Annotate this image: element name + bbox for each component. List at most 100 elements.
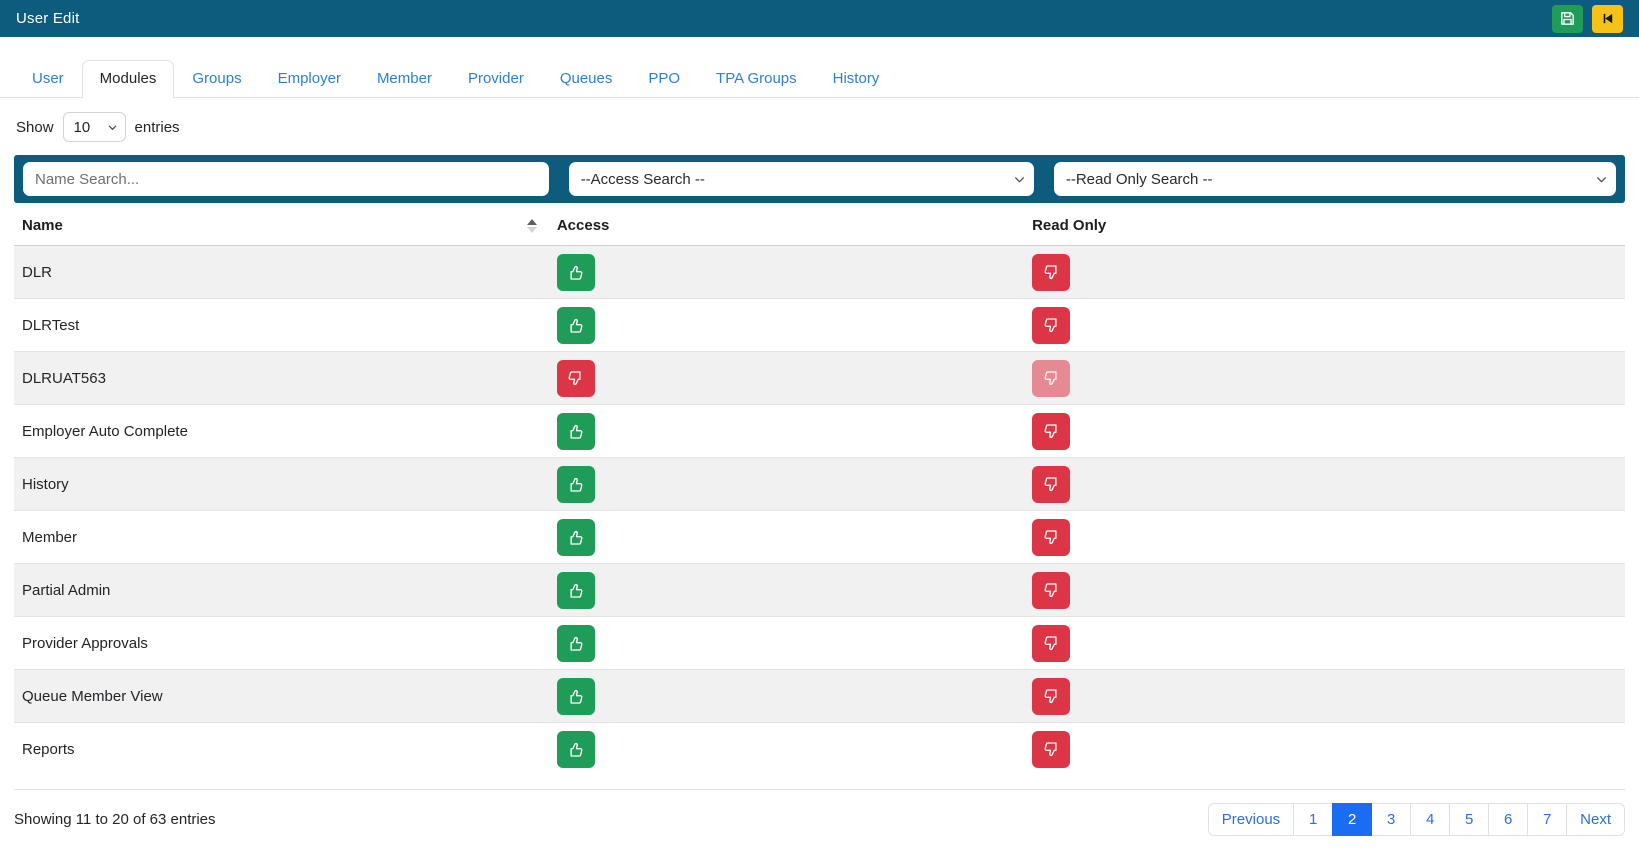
table-row: Member <box>14 511 1625 564</box>
module-name: Member <box>14 511 549 564</box>
read-only-toggle-button[interactable] <box>1032 413 1070 450</box>
read-only-toggle-button[interactable] <box>1032 625 1070 662</box>
thumbs-down-icon <box>566 369 585 388</box>
access-toggle-button[interactable] <box>557 360 595 397</box>
modules-table: Name Access Read Only DLRDLRTestDLRUAT56… <box>14 204 1625 776</box>
save-button[interactable] <box>1552 5 1583 33</box>
read-only-toggle-button[interactable] <box>1032 572 1070 609</box>
thumbs-down-icon <box>1042 528 1061 547</box>
tab-groups[interactable]: Groups <box>174 60 259 98</box>
read-only-toggle-button[interactable] <box>1032 519 1070 556</box>
read-only-search-select[interactable]: --Read Only Search -- <box>1054 162 1616 196</box>
thumbs-up-icon <box>566 422 585 441</box>
table-row: History <box>14 458 1625 511</box>
thumbs-down-icon <box>1042 316 1061 335</box>
page-6[interactable]: 6 <box>1488 803 1528 836</box>
module-name: Provider Approvals <box>14 617 549 670</box>
thumbs-down-icon <box>1042 475 1061 494</box>
thumbs-up-icon <box>566 263 585 282</box>
table-row: DLR <box>14 246 1625 299</box>
thumbs-down-icon <box>1042 740 1061 759</box>
thumbs-up-icon <box>566 740 585 759</box>
table-row: DLRUAT563 <box>14 352 1625 405</box>
access-toggle-button[interactable] <box>557 413 595 450</box>
page-length-control: Show 10 entries <box>16 112 1623 142</box>
tab-member[interactable]: Member <box>359 60 450 98</box>
access-toggle-button[interactable] <box>557 678 595 715</box>
page-3[interactable]: 3 <box>1371 803 1411 836</box>
module-name: Reports <box>14 723 549 776</box>
entries-select[interactable]: 10 <box>63 112 126 142</box>
page-1[interactable]: 1 <box>1293 803 1333 836</box>
column-header-read-only[interactable]: Read Only <box>1024 204 1625 246</box>
thumbs-up-icon <box>566 528 585 547</box>
floppy-disk-icon <box>1559 10 1576 27</box>
thumbs-up-icon <box>566 475 585 494</box>
page-5[interactable]: 5 <box>1449 803 1489 836</box>
access-toggle-button[interactable] <box>557 572 595 609</box>
modules-table-body: DLRDLRTestDLRUAT563Employer Auto Complet… <box>14 246 1625 776</box>
table-header-row: Name Access Read Only <box>14 204 1625 246</box>
access-toggle-button[interactable] <box>557 519 595 556</box>
filter-bar: --Access Search -- --Read Only Search -- <box>14 155 1625 203</box>
show-label: Show <box>16 119 54 136</box>
thumbs-down-icon <box>1042 687 1061 706</box>
tab-user[interactable]: User <box>14 60 82 98</box>
module-name: DLRUAT563 <box>14 352 549 405</box>
tab-queues[interactable]: Queues <box>542 60 631 98</box>
tab-history[interactable]: History <box>815 60 898 98</box>
access-toggle-button[interactable] <box>557 731 595 768</box>
table-row: Partial Admin <box>14 564 1625 617</box>
pagination: Previous1234567Next <box>1208 803 1625 836</box>
table-footer: Showing 11 to 20 of 63 entries Previous1… <box>14 789 1625 836</box>
thumbs-up-icon <box>566 634 585 653</box>
access-toggle-button[interactable] <box>557 466 595 503</box>
table-row: Reports <box>14 723 1625 776</box>
tab-bar: UserModulesGroupsEmployerMemberProviderQ… <box>0 60 1639 98</box>
access-toggle-button[interactable] <box>557 254 595 291</box>
column-header-access[interactable]: Access <box>549 204 1024 246</box>
module-name: Employer Auto Complete <box>14 405 549 458</box>
title-bar-actions <box>1552 5 1623 33</box>
access-search-select[interactable]: --Access Search -- <box>569 162 1034 196</box>
showing-entries-info: Showing 11 to 20 of 63 entries <box>14 811 216 828</box>
tab-modules[interactable]: Modules <box>82 60 175 98</box>
page-next[interactable]: Next <box>1566 803 1625 836</box>
table-row: Employer Auto Complete <box>14 405 1625 458</box>
thumbs-down-icon <box>1042 581 1061 600</box>
name-search-input[interactable] <box>23 162 549 196</box>
tab-ppo[interactable]: PPO <box>630 60 698 98</box>
read-only-toggle-button <box>1032 360 1070 397</box>
table-row: DLRTest <box>14 299 1625 352</box>
module-name: Queue Member View <box>14 670 549 723</box>
page-title: User Edit <box>16 10 80 27</box>
access-toggle-button[interactable] <box>557 307 595 344</box>
entries-label: entries <box>135 119 180 136</box>
page-previous[interactable]: Previous <box>1208 803 1294 836</box>
read-only-toggle-button[interactable] <box>1032 307 1070 344</box>
thumbs-up-icon <box>566 316 585 335</box>
read-only-toggle-button[interactable] <box>1032 466 1070 503</box>
title-bar: User Edit <box>0 0 1639 37</box>
read-only-toggle-button[interactable] <box>1032 731 1070 768</box>
read-only-toggle-button[interactable] <box>1032 254 1070 291</box>
page-4[interactable]: 4 <box>1410 803 1450 836</box>
tab-provider[interactable]: Provider <box>450 60 542 98</box>
page-7[interactable]: 7 <box>1527 803 1567 836</box>
column-header-name[interactable]: Name <box>14 204 549 246</box>
module-name: History <box>14 458 549 511</box>
table-row: Queue Member View <box>14 670 1625 723</box>
table-row: Provider Approvals <box>14 617 1625 670</box>
back-button[interactable] <box>1592 5 1623 33</box>
thumbs-down-icon <box>1042 634 1061 653</box>
tab-tpa-groups[interactable]: TPA Groups <box>698 60 815 98</box>
read-only-toggle-button[interactable] <box>1032 678 1070 715</box>
access-toggle-button[interactable] <box>557 625 595 662</box>
sort-ascending-icon <box>527 219 541 233</box>
tab-employer[interactable]: Employer <box>260 60 359 98</box>
page-2[interactable]: 2 <box>1332 803 1372 836</box>
thumbs-up-icon <box>566 581 585 600</box>
skip-to-start-icon <box>1600 11 1615 26</box>
module-name: DLR <box>14 246 549 299</box>
thumbs-up-icon <box>566 687 585 706</box>
